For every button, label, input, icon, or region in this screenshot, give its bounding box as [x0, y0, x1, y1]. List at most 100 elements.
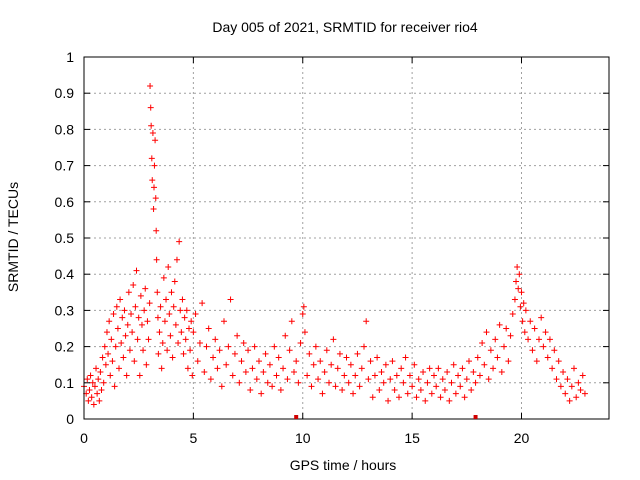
- data-point: [188, 318, 195, 325]
- data-point: [428, 390, 435, 397]
- x-tick-label: 0: [80, 430, 88, 446]
- data-point: [417, 387, 424, 394]
- data-point: [154, 314, 161, 321]
- data-point: [161, 318, 168, 325]
- axis-marker: [294, 415, 299, 419]
- data-point: [409, 383, 416, 390]
- data-point: [133, 267, 140, 274]
- data-point: [328, 361, 335, 368]
- data-point: [173, 256, 180, 263]
- data-point: [581, 390, 588, 397]
- data-point: [175, 339, 182, 346]
- data-point: [466, 358, 472, 365]
- data-point: [207, 376, 214, 383]
- data-point: [172, 321, 179, 328]
- data-point: [147, 82, 154, 89]
- data-point: [260, 368, 267, 375]
- data-point: [271, 343, 278, 350]
- data-point: [242, 368, 249, 375]
- data-point: [555, 358, 562, 365]
- data-point: [170, 303, 177, 310]
- data-point: [319, 390, 326, 397]
- data-point: [269, 383, 276, 390]
- data-point: [511, 296, 518, 303]
- data-point: [110, 311, 117, 318]
- data-point: [450, 361, 457, 368]
- data-point: [470, 368, 477, 375]
- data-point: [533, 358, 540, 365]
- data-point: [192, 311, 199, 318]
- x-tick-label: 10: [295, 430, 311, 446]
- data-point: [402, 354, 409, 361]
- data-point: [234, 332, 241, 339]
- data-point: [566, 397, 573, 404]
- data-point: [514, 263, 521, 270]
- x-tick-label: 20: [514, 430, 530, 446]
- data-point: [536, 336, 542, 343]
- data-point: [120, 354, 127, 361]
- data-point: [487, 347, 494, 354]
- data-point: [138, 321, 145, 328]
- data-point: [89, 379, 96, 386]
- data-point: [517, 303, 524, 310]
- data-point: [210, 354, 217, 361]
- data-point: [101, 343, 108, 350]
- y-axis-label: SRMTID / TECUs: [5, 182, 21, 292]
- data-point: [94, 390, 101, 397]
- data-point: [90, 401, 97, 408]
- data-point: [544, 354, 551, 361]
- data-point: [124, 321, 131, 328]
- data-point: [369, 394, 376, 401]
- data-point: [387, 376, 394, 383]
- data-point: [437, 394, 444, 401]
- data-point: [129, 329, 136, 336]
- data-point: [98, 387, 105, 394]
- data-point: [151, 184, 157, 191]
- data-point: [339, 387, 346, 394]
- data-point: [483, 329, 490, 336]
- data-point: [347, 361, 354, 368]
- data-point: [171, 278, 178, 285]
- data-point: [143, 361, 150, 368]
- data-point: [474, 354, 481, 361]
- data-point: [332, 383, 339, 390]
- data-point: [520, 300, 527, 307]
- data-point: [223, 361, 230, 368]
- data-point: [315, 376, 322, 383]
- data-point: [518, 289, 525, 296]
- data-point: [441, 387, 448, 394]
- data-point: [131, 358, 138, 365]
- data-point: [273, 372, 280, 379]
- y-tick-label: 0.8: [55, 121, 75, 137]
- data-point: [203, 343, 210, 350]
- data-point: [481, 361, 488, 368]
- data-point: [182, 336, 189, 343]
- y-tick-label: 0.9: [55, 85, 75, 101]
- data-point: [107, 372, 114, 379]
- data-point: [87, 372, 94, 379]
- data-point: [258, 390, 265, 397]
- data-point: [527, 318, 534, 325]
- data-point: [167, 332, 174, 339]
- data-point: [579, 372, 586, 379]
- data-point: [361, 343, 367, 350]
- data-point: [179, 296, 186, 303]
- data-point: [277, 387, 284, 394]
- data-point: [498, 368, 505, 375]
- data-point: [123, 372, 130, 379]
- data-point: [137, 292, 144, 299]
- data-point: [468, 387, 475, 394]
- data-point: [225, 343, 232, 350]
- data-point: [141, 307, 148, 314]
- data-point: [196, 339, 203, 346]
- data-point: [135, 314, 142, 321]
- data-point: [396, 394, 402, 401]
- data-point: [282, 332, 289, 339]
- data-point: [439, 376, 446, 383]
- data-point: [334, 365, 341, 372]
- data-point: [352, 372, 359, 379]
- axis-markers: [294, 415, 478, 419]
- data-point: [158, 365, 165, 372]
- data-point: [509, 311, 516, 318]
